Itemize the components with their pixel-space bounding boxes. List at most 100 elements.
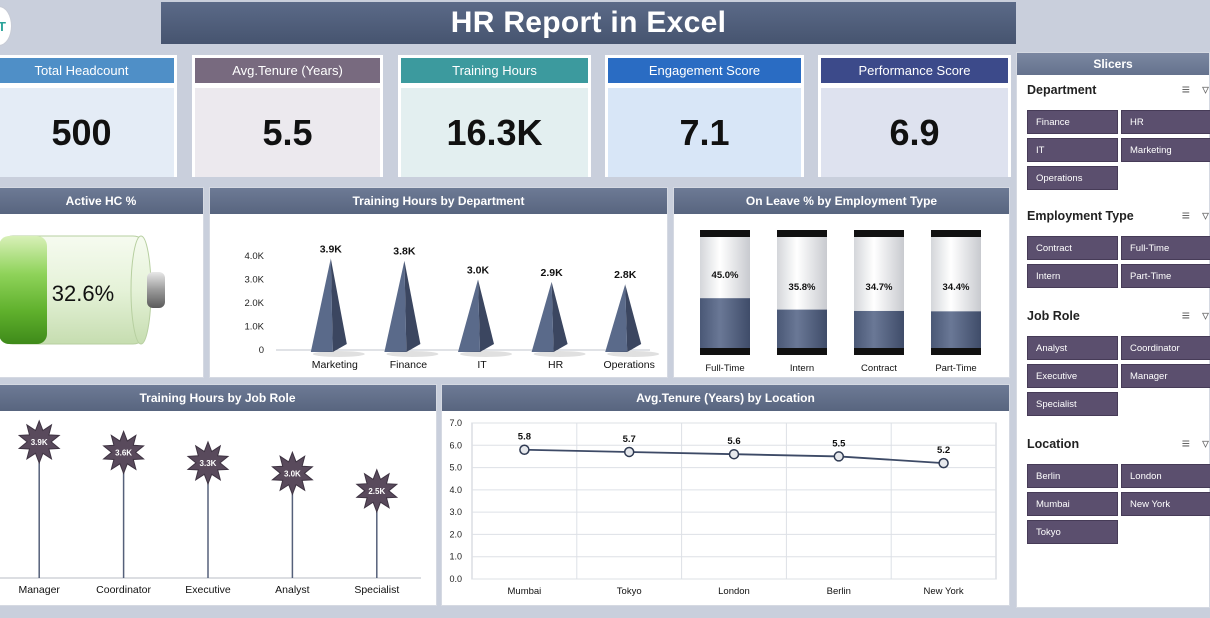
training-by-dept-chart: 0 1.0K 2.0K 3.0K 4.0K 3.9K Marketing 3.8K Financ… xyxy=(244,243,660,371)
y-tick-label: 3.0 xyxy=(449,507,462,517)
pyramid-bar-side xyxy=(551,281,568,352)
x-tick-label: Full-Time xyxy=(705,363,744,374)
x-tick-label: IT xyxy=(477,359,487,371)
multi-select-icon[interactable]: ≡ xyxy=(1181,307,1190,323)
slicer-item-coordinator[interactable]: Coordinator xyxy=(1121,336,1210,360)
slicer-item-finance[interactable]: Finance xyxy=(1027,110,1118,134)
cylinder-bar-fill xyxy=(931,311,981,354)
y-tick-label: 2.0 xyxy=(449,529,462,539)
slicer-item-tokyo[interactable]: Tokyo xyxy=(1027,520,1118,544)
avg-tenure-label: Avg.Tenure (Years) xyxy=(195,58,380,83)
training-by-dept-title: Training Hours by Department xyxy=(210,188,667,214)
x-tick-label: Manager xyxy=(18,584,60,596)
x-tick-label: Mumbai xyxy=(508,586,542,597)
training-hours-card: Training Hours 16.3K xyxy=(398,55,591,177)
y-tick-label: 7.0 xyxy=(449,418,462,428)
y-tick-label: 5.0 xyxy=(449,463,462,473)
y-tick-label: 1.0 xyxy=(449,552,462,562)
multi-select-icon[interactable]: ≡ xyxy=(1181,435,1190,451)
data-label: 35.8% xyxy=(789,282,816,293)
data-label: 3.0K xyxy=(467,265,490,277)
slicer-item-operations[interactable]: Operations xyxy=(1027,166,1118,190)
data-label: 3.6K xyxy=(115,448,132,457)
slicer-item-mumbai[interactable]: Mumbai xyxy=(1027,492,1118,516)
slicer-item-intern[interactable]: Intern xyxy=(1027,264,1118,288)
slicer-item-full-time[interactable]: Full-Time xyxy=(1121,236,1210,260)
star-marker xyxy=(355,468,399,514)
y-tick-label: 6.0 xyxy=(449,440,462,450)
line-point xyxy=(519,444,530,455)
slicer-item-manager[interactable]: Manager xyxy=(1121,364,1210,388)
active-hc-value: 32.6% xyxy=(52,281,114,306)
slicer-item-it[interactable]: IT xyxy=(1027,138,1118,162)
x-tick-label: Contract xyxy=(861,363,897,374)
slicer-item-analyst[interactable]: Analyst xyxy=(1027,336,1118,360)
y-tick-label: 1.0K xyxy=(244,322,264,333)
x-tick-label: Marketing xyxy=(312,359,358,371)
x-tick-label: Executive xyxy=(185,584,231,596)
clear-filter-icon[interactable]: ▿ xyxy=(1201,307,1209,323)
cylinder-top-cap xyxy=(854,230,904,237)
data-label: 3.0K xyxy=(284,469,301,478)
clear-filter-icon[interactable]: ▿ xyxy=(1201,435,1209,451)
on-leave-title: On Leave % by Employment Type xyxy=(674,188,1009,214)
multi-select-icon[interactable]: ≡ xyxy=(1181,207,1190,223)
total-headcount-card: Total Headcount 500 xyxy=(0,55,177,177)
slicer-item-marketing[interactable]: Marketing xyxy=(1121,138,1210,162)
star-marker xyxy=(102,430,145,475)
tenure-by-location-panel: Avg.Tenure (Years) by Location 0.0 1.0 2.0… xyxy=(441,384,1010,606)
x-tick-label: Part-Time xyxy=(935,363,976,374)
x-tick-label: Coordinator xyxy=(96,584,151,596)
active-hc-panel: Active HC % 32.6% xyxy=(0,187,204,378)
clear-filter-icon[interactable]: ▿ xyxy=(1201,81,1209,97)
x-tick-label: Specialist xyxy=(354,584,399,596)
slicer-item-hr[interactable]: HR xyxy=(1121,110,1210,134)
pyramid-bar xyxy=(531,281,554,352)
x-tick-label: New York xyxy=(924,586,964,597)
star-marker xyxy=(186,440,230,486)
cylinder-bottom-cap xyxy=(700,348,750,355)
data-label: 34.7% xyxy=(866,282,893,293)
line-point xyxy=(938,457,949,469)
x-tick-label: Finance xyxy=(390,359,428,371)
training-by-role-chart: 3.9K Manager 3.6K Coordinator 3.3K Executive 3… xyxy=(0,419,421,596)
slicer-item-london[interactable]: London xyxy=(1121,464,1210,488)
slicer-item-part-time[interactable]: Part-Time xyxy=(1121,264,1210,288)
x-tick-label: Intern xyxy=(790,363,814,374)
slicer-item-new-york[interactable]: New York xyxy=(1121,492,1210,516)
x-tick-label: Tokyo xyxy=(617,586,642,597)
clear-filter-icon[interactable]: ▿ xyxy=(1201,207,1209,223)
active-hc-title: Active HC % xyxy=(0,188,203,214)
slicer-item-executive[interactable]: Executive xyxy=(1027,364,1118,388)
data-label: 5.7 xyxy=(623,434,636,445)
pyramid-bar xyxy=(310,258,333,352)
slicer-item-berlin[interactable]: Berlin xyxy=(1027,464,1118,488)
slicers-title: Slicers xyxy=(1017,53,1209,75)
x-tick-label: Berlin xyxy=(827,586,851,597)
slicer-item-contract[interactable]: Contract xyxy=(1027,236,1118,260)
slicer-title-department: Department xyxy=(1027,83,1097,97)
cylinder-bottom-cap xyxy=(854,348,904,355)
slicer-title-employment-type: Employment Type xyxy=(1027,209,1134,223)
cylinder-top-cap xyxy=(931,230,981,237)
pyramid-bar-side xyxy=(330,258,347,352)
training-by-role-panel: Training Hours by Job Role 3.9K Manager 3.… xyxy=(0,384,437,606)
bar-shadow xyxy=(460,351,512,357)
total-headcount-value: 500 xyxy=(0,88,174,177)
slicer-item-specialist[interactable]: Specialist xyxy=(1027,392,1118,416)
avg-tenure-value: 5.5 xyxy=(195,88,380,177)
x-tick-label: HR xyxy=(548,359,564,371)
training-by-role-title: Training Hours by Job Role xyxy=(0,385,436,411)
multi-select-icon[interactable]: ≡ xyxy=(1181,81,1190,97)
bar-shadow xyxy=(386,351,439,357)
pyramid-bar-side xyxy=(404,260,421,352)
data-label: 3.3K xyxy=(200,459,217,468)
line-point xyxy=(833,451,845,462)
bar-shadow xyxy=(312,351,365,357)
performance-score-label: Performance Score xyxy=(821,58,1008,83)
y-tick-label: 4.0K xyxy=(244,251,264,262)
data-label: 5.5 xyxy=(832,438,846,449)
slicer-title-job-role: Job Role xyxy=(1027,309,1080,323)
y-tick-label: 0 xyxy=(259,345,264,356)
training-by-dept-panel: Training Hours by Department 0 1.0K 2.0K 3.… xyxy=(209,187,668,378)
